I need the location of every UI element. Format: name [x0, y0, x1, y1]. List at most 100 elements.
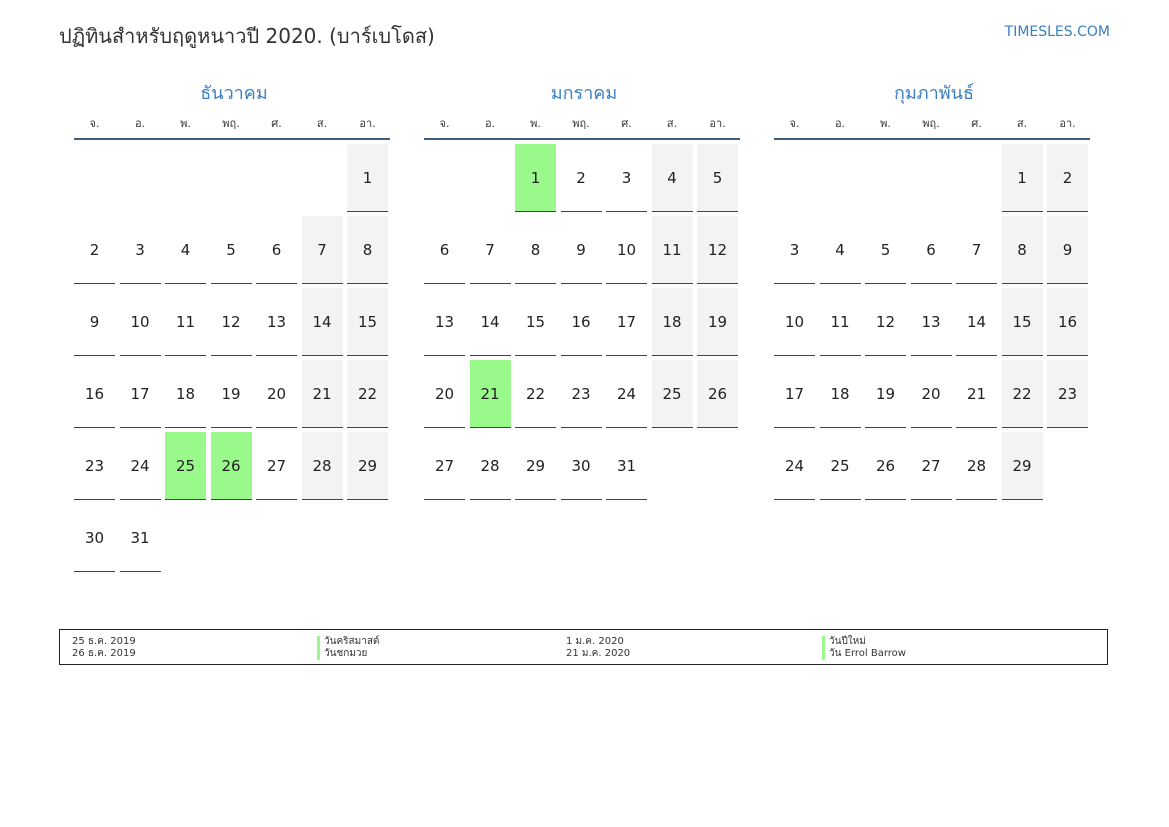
day-cell[interactable]: 2 — [74, 216, 115, 284]
day-cell[interactable]: 11 — [819, 288, 861, 356]
day-cell[interactable]: 12 — [210, 288, 252, 356]
day-cell[interactable]: 17 — [119, 360, 161, 428]
day-cell[interactable]: 15 — [347, 288, 388, 356]
day-cell[interactable]: 13 — [256, 288, 297, 356]
day-cell[interactable]: 31 — [119, 504, 161, 572]
day-cell[interactable]: 11 — [651, 216, 693, 284]
day-cell[interactable]: 1 — [347, 144, 388, 212]
day-cell[interactable]: 7 — [301, 216, 343, 284]
day-cell[interactable]: 23 — [74, 432, 115, 500]
weekday-label: อา. — [709, 117, 726, 130]
day-cell[interactable]: 26 — [697, 360, 738, 428]
day-cell[interactable]: 27 — [910, 432, 952, 500]
day-cell[interactable]: 31 — [606, 432, 647, 500]
day-cell[interactable]: 5 — [697, 144, 738, 212]
day-cell[interactable]: 2 — [1047, 144, 1088, 212]
day-cell[interactable]: 4 — [819, 216, 861, 284]
legend-names-2: วันปีใหม่ วัน Errol Barrow — [822, 636, 906, 660]
day-cell[interactable]: 3 — [606, 144, 647, 212]
day-cell[interactable]: 15 — [1001, 288, 1043, 356]
day-cell[interactable]: 25 — [819, 432, 861, 500]
day-cell[interactable]: 4 — [165, 216, 206, 284]
day-cell[interactable]: 13 — [910, 288, 952, 356]
day-cell[interactable]: 10 — [774, 288, 815, 356]
day-cell[interactable]: 19 — [210, 360, 252, 428]
day-cell[interactable]: 16 — [1047, 288, 1088, 356]
day-cell[interactable]: 22 — [515, 360, 556, 428]
day-cell[interactable]: 20 — [910, 360, 952, 428]
day-cell[interactable]: 19 — [697, 288, 738, 356]
holiday-day-cell[interactable]: 26 — [210, 432, 252, 500]
day-cell[interactable]: 19 — [865, 360, 906, 428]
day-cell[interactable]: 3 — [119, 216, 161, 284]
day-cell[interactable]: 16 — [74, 360, 115, 428]
day-cell[interactable]: 22 — [1001, 360, 1043, 428]
day-cell[interactable]: 18 — [651, 288, 693, 356]
day-cell[interactable]: 18 — [819, 360, 861, 428]
day-cell[interactable]: 26 — [865, 432, 906, 500]
holiday-day-cell[interactable]: 25 — [165, 432, 206, 500]
day-cell[interactable]: 8 — [347, 216, 388, 284]
day-cell[interactable]: 7 — [469, 216, 511, 284]
day-cell[interactable]: 27 — [256, 432, 297, 500]
day-cell[interactable]: 21 — [301, 360, 343, 428]
weekday-label: พ. — [180, 117, 191, 130]
day-cell[interactable]: 8 — [515, 216, 556, 284]
day-cell[interactable]: 17 — [774, 360, 815, 428]
day-cell[interactable]: 24 — [774, 432, 815, 500]
day-cell[interactable]: 13 — [424, 288, 465, 356]
day-cell[interactable]: 30 — [74, 504, 115, 572]
day-cell[interactable]: 5 — [210, 216, 252, 284]
day-cell[interactable]: 4 — [651, 144, 693, 212]
day-cell[interactable]: 17 — [606, 288, 647, 356]
day-cell[interactable]: 7 — [956, 216, 997, 284]
day-cell[interactable]: 10 — [119, 288, 161, 356]
day-cell[interactable]: 6 — [910, 216, 952, 284]
day-cell[interactable]: 30 — [560, 432, 602, 500]
day-cell[interactable]: 5 — [865, 216, 906, 284]
day-cell[interactable]: 9 — [1047, 216, 1088, 284]
day-cell[interactable]: 20 — [424, 360, 465, 428]
day-cell[interactable]: 12 — [697, 216, 738, 284]
day-cell[interactable]: 14 — [956, 288, 997, 356]
day-cell[interactable]: 29 — [347, 432, 388, 500]
day-cell[interactable]: 9 — [560, 216, 602, 284]
day-cell[interactable]: 14 — [301, 288, 343, 356]
weekday-header: จ. อ. พ. พฤ. ศ. ส. อา. — [774, 114, 1090, 140]
day-cell[interactable]: 14 — [469, 288, 511, 356]
holiday-day-cell[interactable]: 1 — [515, 144, 556, 212]
weekday-label: ศ. — [971, 117, 982, 130]
day-cell[interactable]: 15 — [515, 288, 556, 356]
day-cell[interactable]: 18 — [165, 360, 206, 428]
day-cell[interactable]: 23 — [1047, 360, 1088, 428]
day-cell[interactable]: 24 — [119, 432, 161, 500]
day-cell[interactable]: 10 — [606, 216, 647, 284]
day-cell[interactable]: 11 — [165, 288, 206, 356]
day-cell[interactable]: 12 — [865, 288, 906, 356]
day-cell[interactable]: 22 — [347, 360, 388, 428]
empty-day-cell — [74, 144, 115, 212]
day-cell[interactable]: 29 — [1001, 432, 1043, 500]
empty-day-cell — [165, 144, 206, 212]
day-cell[interactable]: 3 — [774, 216, 815, 284]
day-cell[interactable]: 9 — [74, 288, 115, 356]
day-cell[interactable]: 28 — [469, 432, 511, 500]
day-cell[interactable]: 29 — [515, 432, 556, 500]
day-cell[interactable]: 1 — [1001, 144, 1043, 212]
day-cell[interactable]: 20 — [256, 360, 297, 428]
day-cell[interactable]: 23 — [560, 360, 602, 428]
day-cell[interactable]: 28 — [301, 432, 343, 500]
day-cell[interactable]: 2 — [560, 144, 602, 212]
day-cell[interactable]: 21 — [956, 360, 997, 428]
legend-holiday-name: วัน Errol Barrow — [822, 648, 906, 660]
day-cell[interactable]: 16 — [560, 288, 602, 356]
day-cell[interactable]: 25 — [651, 360, 693, 428]
day-cell[interactable]: 6 — [424, 216, 465, 284]
day-cell[interactable]: 6 — [256, 216, 297, 284]
day-cell[interactable]: 27 — [424, 432, 465, 500]
day-cell[interactable]: 28 — [956, 432, 997, 500]
day-cell[interactable]: 24 — [606, 360, 647, 428]
holiday-day-cell[interactable]: 21 — [469, 360, 511, 428]
site-link[interactable]: TIMESLES.COM — [1004, 24, 1110, 40]
day-cell[interactable]: 8 — [1001, 216, 1043, 284]
